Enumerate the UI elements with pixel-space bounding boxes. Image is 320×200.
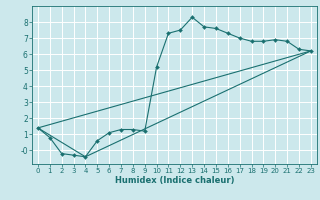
X-axis label: Humidex (Indice chaleur): Humidex (Indice chaleur)	[115, 176, 234, 185]
